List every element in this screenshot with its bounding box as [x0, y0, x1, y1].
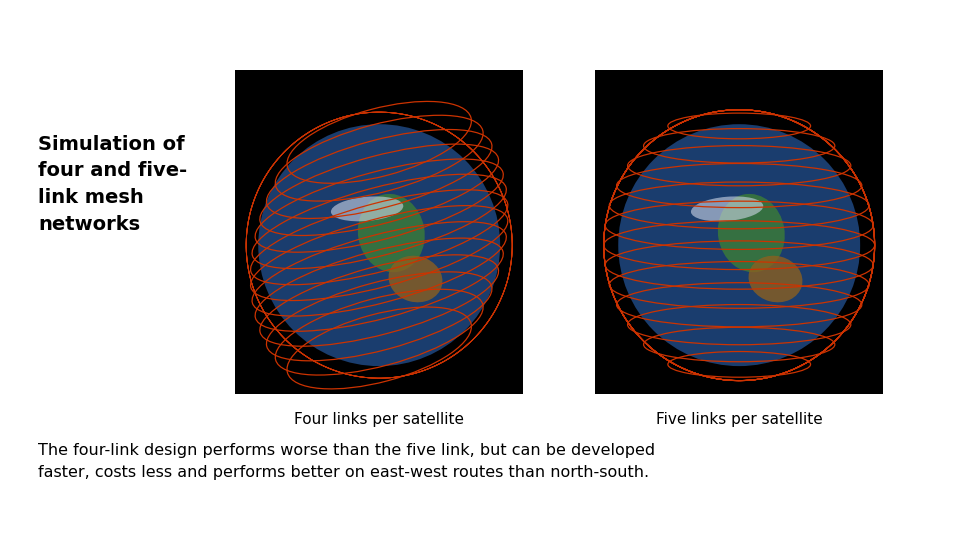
Ellipse shape — [718, 194, 784, 272]
Bar — [235, 70, 523, 394]
Ellipse shape — [331, 197, 403, 221]
Text: The four-link design performs worse than the five link, but can be developed
fas: The four-link design performs worse than… — [38, 443, 656, 480]
Text: Simulation of
four and five-
link mesh
networks: Simulation of four and five- link mesh n… — [38, 135, 187, 233]
Circle shape — [618, 124, 860, 366]
Circle shape — [258, 124, 500, 366]
Text: Five links per satellite: Five links per satellite — [656, 412, 823, 427]
Ellipse shape — [749, 256, 803, 302]
Text: Four links per satellite: Four links per satellite — [294, 412, 465, 427]
Ellipse shape — [389, 256, 443, 302]
Ellipse shape — [691, 197, 763, 221]
Ellipse shape — [358, 194, 424, 272]
Bar — [595, 70, 883, 394]
